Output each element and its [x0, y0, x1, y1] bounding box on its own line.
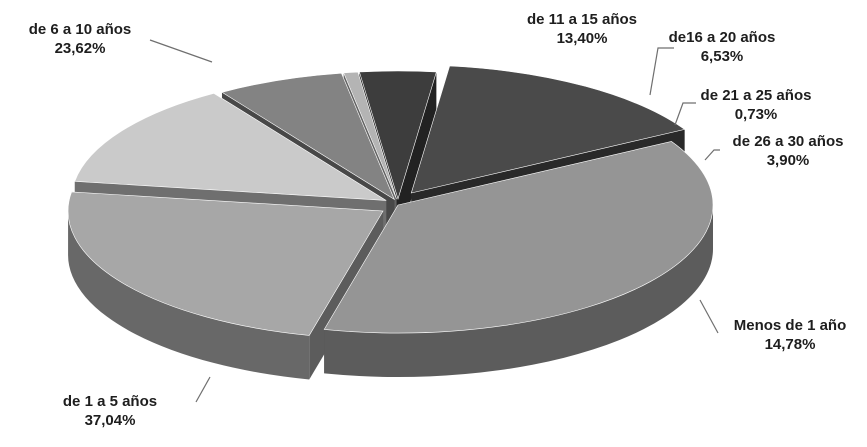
slice-label-3: de 11 a 15 años	[527, 11, 637, 28]
slice-value-0: 14,78%	[765, 336, 816, 353]
leader-line-0	[699, 299, 719, 334]
slice-wall-6-1	[397, 71, 437, 243]
slice-label-1: de 1 a 5 años	[63, 393, 157, 410]
slice-label-6: de 26 a 30 años	[733, 133, 844, 150]
leader-lines	[149, 39, 720, 403]
slice-side-1-0	[324, 205, 713, 377]
slice-2	[67, 191, 384, 336]
leader-line-4	[649, 47, 674, 96]
slice-5	[343, 71, 397, 200]
leader-line-6	[704, 149, 720, 161]
slice-value-3: 13,40%	[557, 30, 608, 47]
slice-label-2: de 6 a 10 años	[29, 21, 132, 38]
slice-label-0: Menos de 1 año	[734, 317, 847, 334]
leader-line-2	[149, 39, 213, 63]
slice-tops	[67, 65, 714, 336]
slice-label-4: de16 a 20 años	[669, 29, 776, 46]
slice-value-5: 0,73%	[735, 106, 778, 123]
slice-value-4: 6,53%	[701, 48, 744, 65]
slice-value-6: 3,90%	[767, 152, 810, 169]
slice-6	[358, 70, 437, 201]
slice-value-1: 37,04%	[85, 412, 136, 429]
slice-labels: Menos de 1 año 14,78% de 1 a 5 años 37,04% d…	[29, 11, 847, 429]
slice-side-2-0	[68, 211, 310, 380]
slice-1	[323, 141, 714, 334]
slice-value-2: 23,62%	[55, 40, 106, 57]
slice-label-5: de 21 a 25 años	[701, 87, 812, 104]
slice-0	[410, 65, 686, 194]
leader-line-5	[674, 102, 696, 126]
slice-3	[74, 93, 387, 201]
leader-line-1	[195, 376, 211, 403]
slice-4	[221, 72, 395, 201]
